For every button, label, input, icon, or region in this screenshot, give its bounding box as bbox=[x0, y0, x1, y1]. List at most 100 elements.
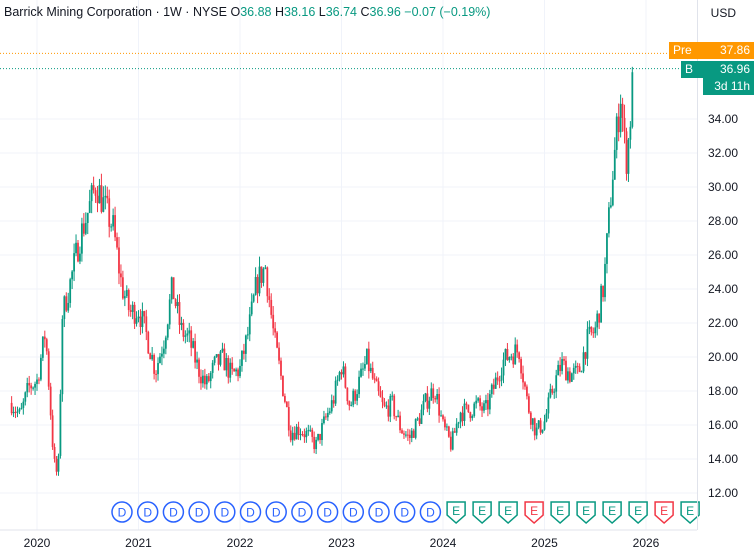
candle-body bbox=[178, 302, 181, 325]
dividend-marker[interactable]: D bbox=[214, 501, 236, 523]
dividend-marker[interactable]: D bbox=[265, 501, 287, 523]
earnings-marker[interactable]: E bbox=[550, 501, 570, 525]
x-tick-label: 2025 bbox=[531, 536, 558, 550]
candle-body bbox=[231, 362, 234, 369]
dividend-marker[interactable]: D bbox=[162, 501, 185, 523]
candle-body bbox=[311, 429, 314, 437]
candle-body bbox=[473, 403, 476, 416]
candle-body bbox=[549, 388, 552, 398]
candle-body bbox=[120, 273, 122, 278]
candle-body bbox=[162, 348, 165, 354]
candle-body bbox=[98, 185, 101, 204]
candle-body bbox=[90, 185, 93, 202]
earnings-marker[interactable]: E bbox=[498, 501, 518, 525]
candle-body bbox=[338, 372, 341, 380]
candle-body bbox=[135, 318, 138, 324]
candle-body bbox=[256, 276, 259, 294]
candle-body bbox=[75, 242, 77, 254]
candle-body bbox=[129, 310, 132, 312]
earnings-marker[interactable]: E bbox=[472, 501, 492, 525]
candle-body bbox=[596, 313, 599, 328]
earnings-shape bbox=[498, 501, 518, 525]
earnings-marker[interactable]: E bbox=[446, 501, 466, 525]
candle-body bbox=[219, 351, 222, 365]
candle-body bbox=[313, 436, 316, 450]
y-tick-label: 24.00 bbox=[708, 282, 738, 296]
bid-price-tag: B 36.96 bbox=[681, 61, 754, 78]
dividend-marker[interactable]: D bbox=[316, 501, 339, 523]
candle-body bbox=[166, 324, 169, 338]
dividend-marker[interactable]: D bbox=[393, 501, 416, 523]
candle-body bbox=[615, 116, 618, 150]
candle-body bbox=[416, 418, 419, 420]
y-tick-label: 26.00 bbox=[708, 248, 738, 262]
dividend-marker[interactable]: D bbox=[111, 501, 133, 523]
earnings-marker[interactable]: E bbox=[576, 501, 596, 525]
candle-body bbox=[629, 126, 632, 140]
dividend-marker[interactable]: D bbox=[342, 501, 365, 523]
candle-body bbox=[568, 371, 571, 382]
candle-body bbox=[356, 394, 359, 401]
candle-body bbox=[360, 368, 362, 377]
dividend-letter: D bbox=[349, 506, 358, 520]
candle-body bbox=[266, 267, 269, 297]
dividend-marker[interactable]: D bbox=[188, 501, 210, 523]
candle-body bbox=[391, 395, 394, 397]
dividend-circle bbox=[265, 501, 287, 523]
candle-body bbox=[127, 290, 130, 311]
earnings-marker[interactable]: E bbox=[602, 501, 622, 525]
candle-body bbox=[190, 330, 193, 348]
candle-body bbox=[73, 253, 75, 272]
y-tick-label: 30.00 bbox=[708, 180, 738, 194]
candle-body bbox=[317, 433, 319, 440]
candle-body bbox=[461, 412, 464, 421]
candle-body bbox=[194, 341, 197, 363]
earnings-marker[interactable]: E bbox=[628, 501, 648, 525]
candle-body bbox=[110, 226, 113, 228]
candle-body bbox=[453, 431, 456, 433]
earnings-marker[interactable]: E bbox=[524, 501, 544, 525]
dividend-marker[interactable]: D bbox=[368, 501, 390, 523]
candle-body bbox=[502, 359, 505, 376]
earnings-marker[interactable]: E bbox=[680, 501, 700, 525]
candle-body bbox=[332, 400, 335, 404]
earnings-letter: E bbox=[660, 504, 668, 518]
candle-body bbox=[149, 353, 152, 360]
candle-body bbox=[547, 397, 550, 414]
currency-label[interactable]: USD bbox=[710, 6, 736, 20]
earnings-shape bbox=[446, 501, 466, 525]
dividend-circle bbox=[111, 501, 133, 523]
candle-body bbox=[403, 433, 405, 435]
dividend-marker[interactable]: D bbox=[136, 501, 159, 523]
candle-body bbox=[410, 430, 413, 438]
candle-body bbox=[467, 404, 470, 413]
candle-body bbox=[137, 316, 140, 319]
countdown-value: 3d 11h bbox=[714, 79, 750, 93]
candle-body bbox=[157, 363, 159, 375]
close-value: 36.96 bbox=[369, 5, 401, 19]
candle-body bbox=[436, 394, 439, 400]
candle-body bbox=[586, 329, 589, 359]
candle-body bbox=[38, 379, 40, 381]
dividend-marker[interactable]: D bbox=[291, 501, 313, 523]
candle-body bbox=[10, 402, 13, 414]
candle-body bbox=[350, 404, 353, 406]
dividend-marker[interactable]: D bbox=[419, 501, 442, 523]
candle-body bbox=[606, 233, 608, 264]
candle-body bbox=[602, 285, 604, 298]
earnings-shape bbox=[524, 501, 544, 525]
candle-body bbox=[541, 429, 544, 433]
dividend-marker[interactable]: D bbox=[239, 501, 262, 523]
candle-body bbox=[563, 359, 565, 361]
candle-body bbox=[545, 413, 548, 422]
earnings-marker[interactable]: E bbox=[654, 501, 674, 525]
earnings-shape bbox=[680, 501, 700, 525]
candle-body bbox=[233, 368, 236, 372]
candle-body bbox=[385, 405, 388, 407]
open-value: 36.88 bbox=[240, 5, 272, 19]
candle-body bbox=[420, 409, 423, 424]
dividend-circle bbox=[316, 501, 339, 523]
candle-body bbox=[576, 365, 579, 367]
candle-body bbox=[405, 434, 407, 436]
